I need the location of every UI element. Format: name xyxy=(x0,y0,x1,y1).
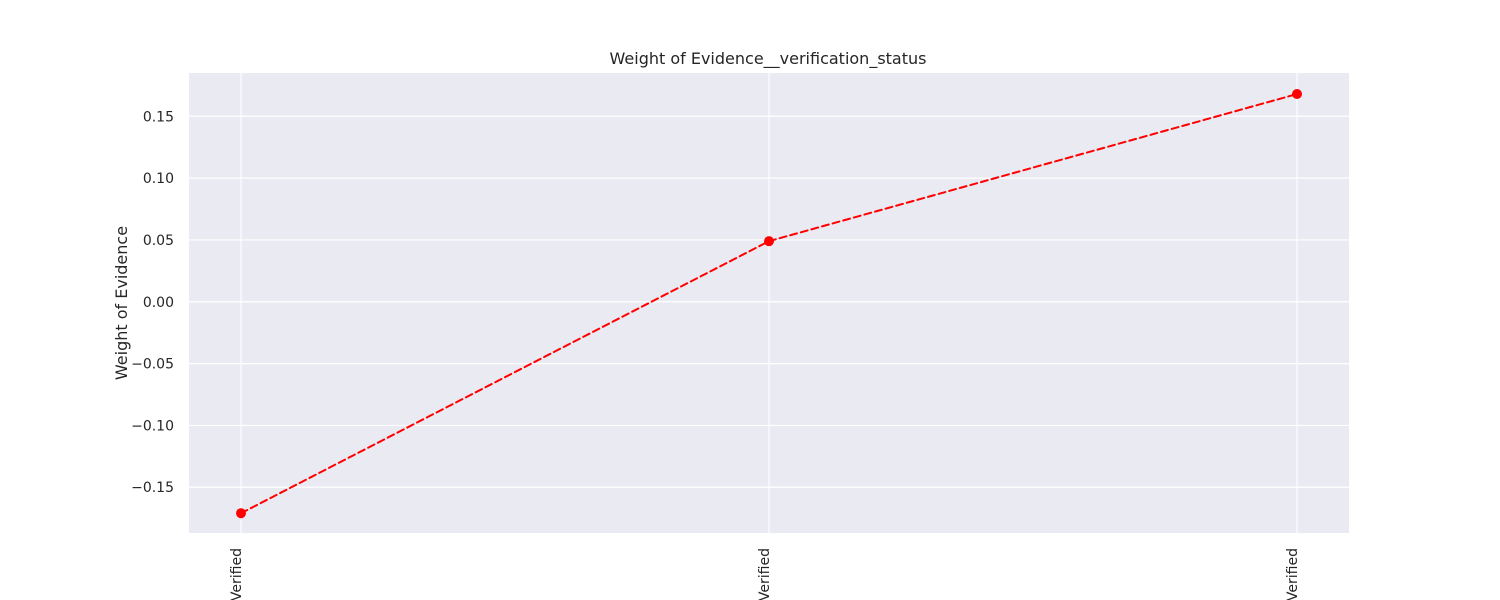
x-tick-label: Verified xyxy=(757,548,773,600)
y-tick-label: 0.10 xyxy=(143,171,174,187)
data-point xyxy=(764,236,774,247)
y-tick-label: 0.15 xyxy=(143,109,174,125)
data-point xyxy=(236,508,246,519)
y-tick-label: 0.00 xyxy=(143,295,174,311)
x-tick-label: Verified xyxy=(1285,548,1301,600)
y-tick-label: −0.05 xyxy=(131,357,174,373)
y-tick-label: −0.10 xyxy=(131,418,174,434)
y-tick-label: 0.05 xyxy=(143,233,174,249)
y-tick-label: −0.15 xyxy=(131,480,174,496)
chart-title: Weight of Evidence__verification_status xyxy=(610,49,927,69)
y-axis-label: Weight of Evidence xyxy=(112,226,131,380)
data-point xyxy=(1292,89,1302,100)
tick-labels: −0.15 −0.10 −0.05 0.00 0.05 0.10 0.15 Verified V… xyxy=(131,109,1301,600)
x-gridlines xyxy=(240,73,1298,533)
series-layer xyxy=(236,89,1302,519)
x-tick-label: Verified xyxy=(229,548,245,600)
